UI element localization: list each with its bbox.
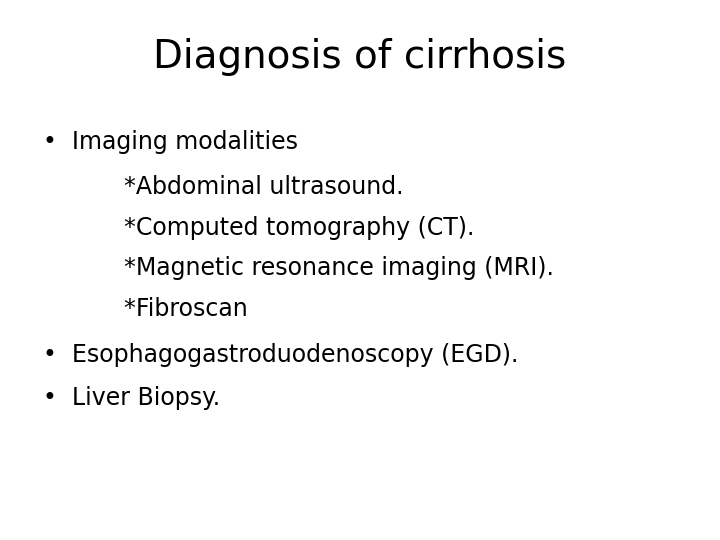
- Text: •  Imaging modalities: • Imaging modalities: [43, 130, 298, 153]
- Text: *Abdominal ultrasound.: *Abdominal ultrasound.: [94, 176, 403, 199]
- Text: *Computed tomography (CT).: *Computed tomography (CT).: [94, 216, 474, 240]
- Text: Diagnosis of cirrhosis: Diagnosis of cirrhosis: [153, 38, 567, 76]
- Text: •  Liver Biopsy.: • Liver Biopsy.: [43, 386, 220, 410]
- Text: *Fibroscan: *Fibroscan: [94, 297, 248, 321]
- Text: *Magnetic resonance imaging (MRI).: *Magnetic resonance imaging (MRI).: [94, 256, 554, 280]
- Text: •  Esophagogastroduodenoscopy (EGD).: • Esophagogastroduodenoscopy (EGD).: [43, 343, 518, 367]
